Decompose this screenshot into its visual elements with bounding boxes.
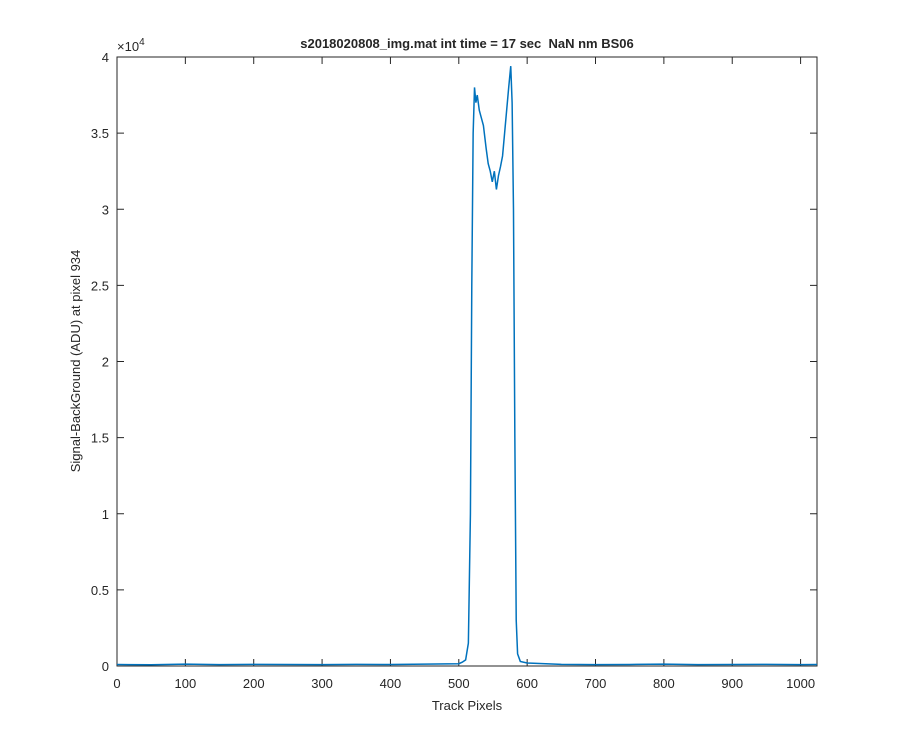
y-tick-label: 2 [102, 355, 109, 370]
y-multiplier-exponent: 4 [139, 37, 145, 48]
x-tick-label: 700 [585, 676, 607, 691]
y-tick-label: 3.5 [91, 126, 109, 141]
y-multiplier: ×104 [117, 37, 145, 54]
y-tick-label: 3 [102, 202, 109, 217]
x-tick-label: 0 [113, 676, 120, 691]
y-multiplier-base: ×10 [117, 39, 139, 54]
y-tick-label: 2.5 [91, 278, 109, 293]
y-tick-label: 4 [102, 50, 109, 65]
x-tick-label: 800 [653, 676, 675, 691]
y-tick-label: 0 [102, 659, 109, 674]
x-tick-label: 400 [380, 676, 402, 691]
y-axis-label: Signal-BackGround (ADU) at pixel 934 [68, 250, 83, 473]
y-tick-label: 1 [102, 507, 109, 522]
chart-title: s2018020808_img.mat int time = 17 sec Na… [300, 36, 634, 51]
data-line [116, 66, 818, 666]
x-tick-label: 100 [175, 676, 197, 691]
plot-box [116, 56, 818, 667]
x-axis-label: Track Pixels [432, 698, 503, 713]
y-tick-label: 1.5 [91, 431, 109, 446]
x-tick-label: 1000 [786, 676, 815, 691]
x-tick-label: 200 [243, 676, 265, 691]
x-tick-label: 500 [448, 676, 470, 691]
x-tick-label: 900 [721, 676, 743, 691]
x-tick-label: 600 [516, 676, 538, 691]
y-tick-label: 0.5 [91, 583, 109, 598]
x-tick-label: 300 [311, 676, 333, 691]
